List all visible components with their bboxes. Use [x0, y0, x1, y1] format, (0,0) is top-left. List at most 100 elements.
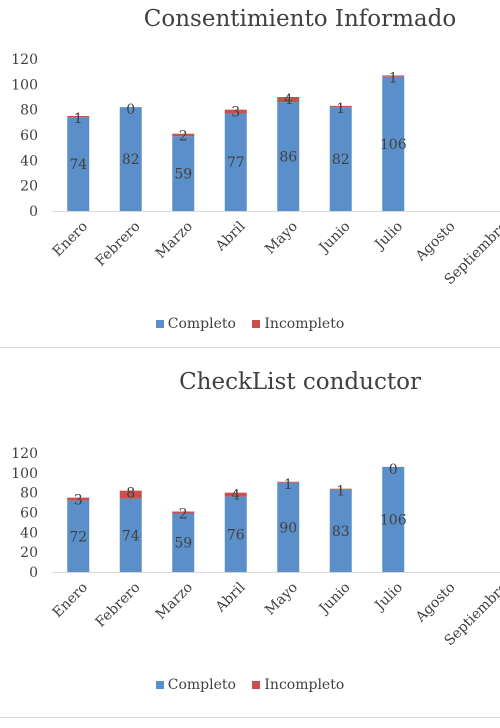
x-tick-label: Abril — [212, 218, 249, 255]
data-label-incompleto: 2 — [179, 129, 188, 145]
x-tick-label: Mayo — [262, 219, 301, 258]
y-tick-label: 40 — [20, 525, 38, 541]
panel-divider — [0, 717, 500, 718]
x-tick-label: Marzo — [153, 219, 196, 262]
chart-plot: 020406080100120723Enero748Febrero592Marz… — [11, 446, 500, 649]
bar-incompleto — [67, 116, 90, 118]
x-tick-label: Febrero — [92, 219, 143, 270]
bar-incompleto — [172, 511, 195, 514]
chart-panel-consentimiento: Consentimiento Informado 0 20 40 60 80 100 120… — [0, 0, 500, 348]
data-label-completo: 74 — [69, 157, 87, 173]
x-tick-label: Febrero — [92, 580, 143, 631]
bar-completo — [172, 136, 195, 211]
x-tick-label: Junio — [315, 219, 354, 258]
data-label-completo: 59 — [174, 536, 192, 552]
data-label-completo: 72 — [69, 529, 87, 545]
data-label-completo: 86 — [279, 150, 297, 166]
x-tick-label: Marzo — [153, 580, 196, 623]
legend-item-completo: Completo — [155, 316, 236, 332]
y-tick-label: 40 — [20, 153, 38, 169]
bar-completo — [329, 489, 352, 572]
chart-title: CheckList conductor — [179, 369, 421, 395]
legend-label-completo: Completo — [167, 316, 236, 332]
data-label-completo: 82 — [332, 152, 350, 168]
legend-label-completo: Completo — [167, 677, 236, 693]
bar-completo — [224, 496, 247, 572]
data-label-incompleto: 3 — [231, 105, 240, 121]
data-label-incompleto: 4 — [231, 488, 240, 504]
bar-incompleto — [277, 481, 300, 483]
bar-completo — [119, 107, 142, 211]
y-tick-label: 100 — [11, 77, 38, 93]
legend-swatch-completo — [155, 681, 164, 689]
data-label-completo: 82 — [122, 152, 140, 168]
data-label-incompleto: 1 — [389, 70, 398, 86]
y-tick-label: 100 — [11, 466, 38, 482]
panel-divider — [0, 347, 500, 348]
y-tick-label: 20 — [20, 545, 38, 561]
x-tick-label: Julio — [371, 219, 406, 254]
x-tick-label: Julio — [371, 580, 406, 615]
bar-completo — [329, 107, 352, 211]
x-tick-label: Junio — [315, 580, 354, 619]
chart-plot: 0 20 40 60 80 100 120 74 1 Enero 82 0 Febrero 59 2 Marz… — [11, 52, 500, 288]
legend-item-incompleto: Incompleto — [252, 677, 344, 693]
y-tick-label: 0 — [29, 204, 38, 220]
y-tick-label: 80 — [20, 103, 38, 119]
y-tick-label: 120 — [11, 446, 38, 462]
x-tick-label: Agosto — [412, 580, 458, 626]
bar-incompleto — [329, 105, 352, 108]
data-label-incompleto: 1 — [74, 111, 83, 127]
data-label-incompleto: 1 — [336, 484, 345, 500]
y-tick-label: 20 — [20, 179, 38, 195]
data-label-incompleto: 4 — [284, 92, 293, 108]
data-label-incompleto: 1 — [336, 101, 345, 117]
x-tick-label: Abril — [212, 579, 249, 616]
bar-completo — [277, 102, 300, 211]
data-label-incompleto: 1 — [284, 477, 293, 493]
legend-swatch-completo — [155, 320, 164, 328]
bar-completo — [277, 482, 300, 572]
data-label-completo: 59 — [174, 167, 192, 183]
data-label-completo: 106 — [380, 512, 407, 528]
bar-incompleto — [67, 497, 90, 501]
legend-item-incompleto: Incompleto — [252, 316, 344, 332]
bar-incompleto — [172, 133, 195, 137]
bar-completo — [224, 113, 247, 211]
chart-panel-checklist: CheckList conductor 0 20 40 60 80 100 120 72 3 En… — [0, 348, 500, 720]
bar-incompleto — [277, 97, 300, 103]
data-label-completo: 90 — [279, 520, 297, 536]
legend-label-incompleto: Incompleto — [264, 316, 345, 332]
bar-completo — [119, 498, 142, 572]
data-label-completo: 74 — [122, 528, 140, 544]
bar-completo — [172, 513, 195, 572]
x-tick-label: Agosto — [412, 219, 458, 265]
bar-completo — [382, 76, 405, 211]
legend-label-incompleto: Incompleto — [264, 677, 345, 693]
y-tick-label: 80 — [20, 486, 38, 502]
bar-incompleto — [329, 488, 352, 490]
data-label-completo: 76 — [227, 527, 245, 543]
data-label-completo: 83 — [332, 524, 350, 540]
chart-title: Consentimiento Informado — [143, 6, 457, 32]
data-label-completo: 106 — [380, 137, 407, 153]
bar-incompleto — [224, 492, 247, 497]
x-tick-label: Enero — [50, 580, 91, 621]
bar-completo — [382, 466, 405, 572]
bar-completo — [67, 500, 90, 572]
data-label-incompleto: 2 — [179, 507, 188, 523]
data-label-incompleto: 0 — [389, 462, 398, 478]
legend-item-completo: Completo — [155, 677, 236, 693]
y-tick-label: 60 — [20, 128, 38, 144]
bar-incompleto — [119, 490, 142, 499]
x-tick-label: Mayo — [262, 580, 301, 619]
y-tick-label: 120 — [11, 52, 38, 68]
data-label-incompleto: 0 — [126, 102, 135, 118]
bar-incompleto — [382, 75, 405, 77]
x-tick-label: Enero — [50, 219, 91, 260]
chart-legend: Completo Incompleto — [0, 316, 500, 332]
legend-swatch-incompleto — [252, 320, 261, 328]
bar-completo — [67, 117, 90, 211]
chart-legend: Completo Incompleto — [0, 677, 500, 693]
y-tick-label: 60 — [20, 506, 38, 522]
